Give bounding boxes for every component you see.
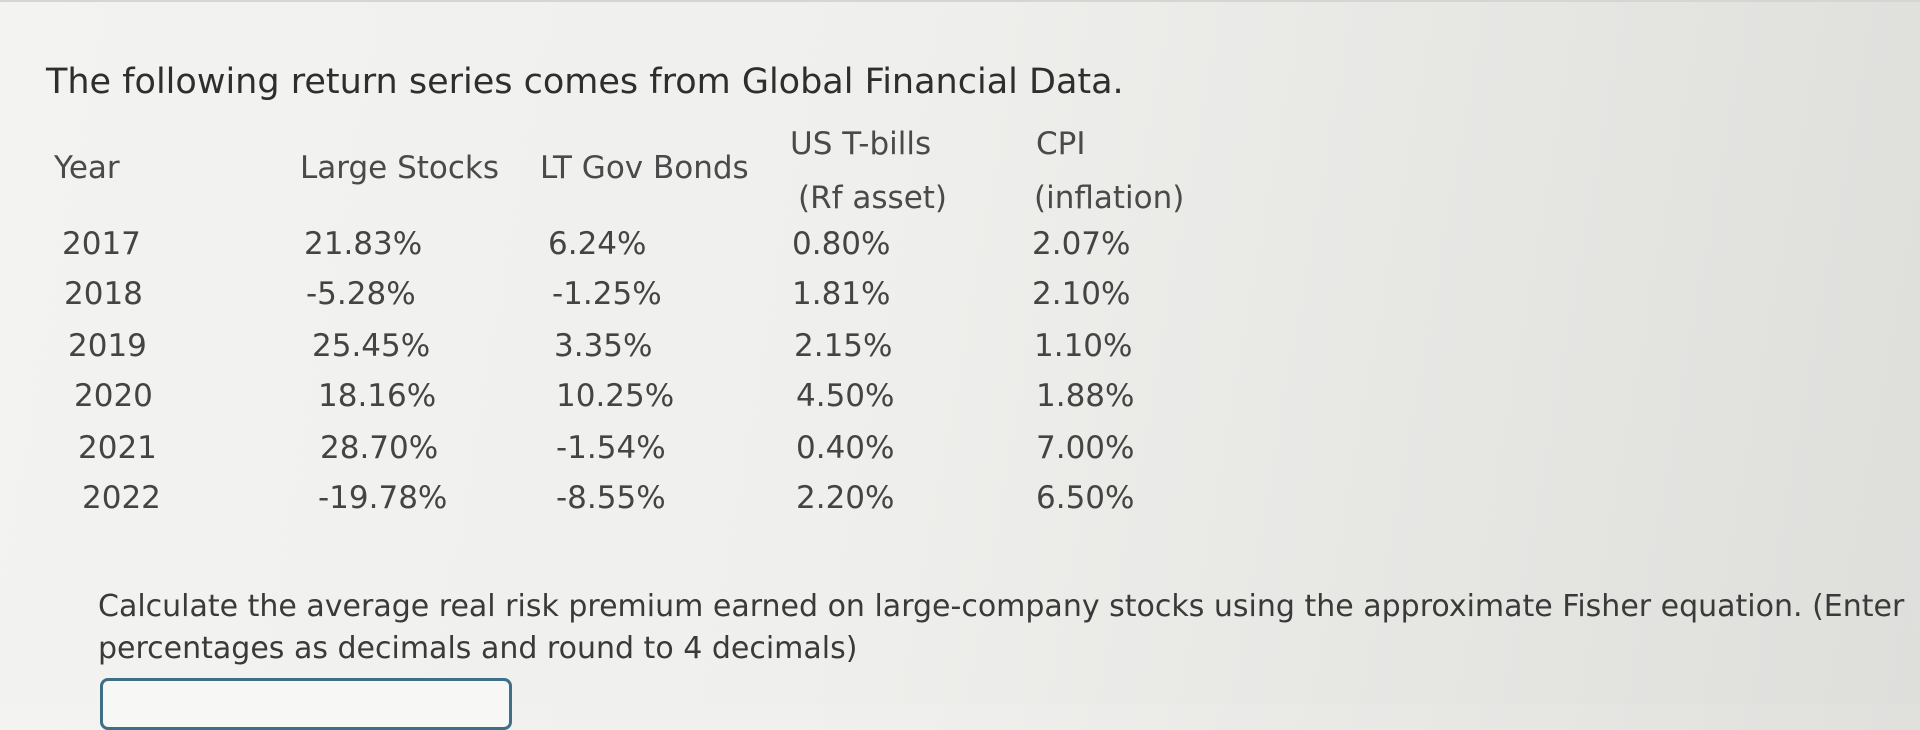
cell-us-tbills: 1.81% (792, 276, 891, 312)
cell-cpi: 2.07% (1032, 226, 1131, 262)
cell-us-tbills: 0.80% (792, 226, 891, 262)
cell-year: 2020 (74, 378, 153, 414)
header-year: Year (54, 150, 120, 186)
cell-lt-gov-bonds: -1.54% (556, 430, 666, 466)
cell-year: 2018 (64, 276, 143, 312)
cell-year: 2021 (78, 430, 157, 466)
cell-us-tbills: 0.40% (796, 430, 895, 466)
cell-lt-gov-bonds: 3.35% (554, 328, 653, 364)
cell-large-stocks: -5.28% (306, 276, 416, 312)
header-inflation: (inflation) (1034, 180, 1185, 216)
cell-lt-gov-bonds: 10.25% (556, 378, 675, 414)
cell-large-stocks: 28.70% (320, 430, 439, 466)
cell-large-stocks: -19.78% (318, 480, 448, 516)
cell-lt-gov-bonds: -8.55% (556, 480, 666, 516)
header-rf-asset: (Rf asset) (798, 180, 948, 216)
cell-year: 2017 (62, 226, 141, 262)
top-divider (0, 0, 1920, 2)
cell-cpi: 6.50% (1036, 480, 1135, 516)
cell-large-stocks: 21.83% (304, 226, 423, 262)
cell-us-tbills: 2.15% (794, 328, 893, 364)
cell-cpi: 1.88% (1036, 378, 1135, 414)
cell-us-tbills: 4.50% (796, 378, 895, 414)
cell-lt-gov-bonds: -1.25% (552, 276, 662, 312)
cell-us-tbills: 2.20% (796, 480, 895, 516)
cell-lt-gov-bonds: 6.24% (548, 226, 647, 262)
header-large-stocks: Large Stocks (300, 150, 500, 186)
header-lt-gov-bonds: LT Gov Bonds (540, 150, 749, 186)
cell-year: 2022 (82, 480, 161, 516)
cell-year: 2019 (68, 328, 147, 364)
intro-text: The following return series comes from G… (46, 62, 1124, 102)
header-cpi: CPI (1036, 126, 1086, 162)
header-us-tbills: US T-bills (790, 126, 932, 162)
question-text: Calculate the average real risk premium … (98, 589, 1905, 666)
cell-large-stocks: 25.45% (312, 328, 431, 364)
answer-input[interactable] (100, 678, 512, 730)
cell-cpi: 2.10% (1032, 276, 1131, 312)
cell-cpi: 1.10% (1034, 328, 1133, 364)
cell-large-stocks: 18.16% (318, 378, 437, 414)
cell-cpi: 7.00% (1036, 430, 1135, 466)
